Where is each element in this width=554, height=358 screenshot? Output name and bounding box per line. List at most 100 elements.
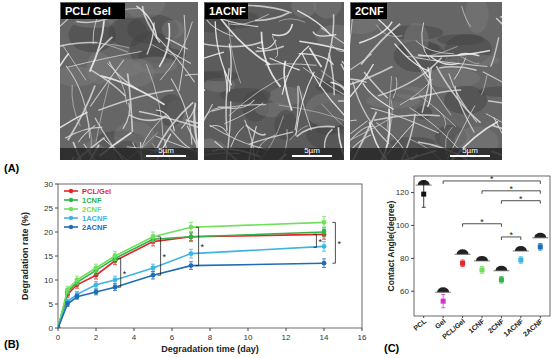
sem-fiber bbox=[204, 104, 213, 144]
data-point bbox=[65, 302, 70, 307]
droplet-surface bbox=[435, 292, 451, 293]
sem-fiber bbox=[387, 76, 392, 131]
sem-fiber bbox=[416, 58, 488, 67]
significance-star: * bbox=[509, 184, 513, 194]
sem-fiber bbox=[272, 24, 292, 35]
sem-fiber bbox=[500, 17, 502, 35]
error-bar-cap bbox=[422, 180, 426, 181]
sem-fiber bbox=[492, 125, 502, 138]
sem-fiber bbox=[246, 125, 266, 135]
legend-marker bbox=[69, 207, 73, 211]
data-point bbox=[75, 278, 80, 283]
sem-fiber bbox=[136, 6, 157, 39]
sem-fiber bbox=[215, 21, 231, 85]
error-bar-cap bbox=[189, 241, 193, 242]
x-tick-label: 10 bbox=[244, 333, 253, 342]
bracket-line bbox=[158, 237, 161, 275]
error-bar-cap bbox=[189, 232, 193, 233]
sem-fiber bbox=[255, 12, 289, 20]
sem-info-bar bbox=[204, 148, 344, 160]
x-tick bbox=[482, 316, 483, 318]
sem-fiber bbox=[212, 105, 266, 111]
error-bar-cap bbox=[75, 288, 79, 289]
data-point bbox=[151, 234, 156, 239]
data-point bbox=[151, 273, 156, 278]
sem-fiber bbox=[486, 114, 502, 139]
error-bar-cap bbox=[519, 263, 523, 264]
error-bar-cap bbox=[113, 251, 117, 252]
error-bar bbox=[94, 267, 98, 275]
error-bar-cap bbox=[322, 251, 326, 252]
sem-shade bbox=[291, 2, 316, 18]
error-bar-cap bbox=[189, 249, 193, 250]
droplet-surface bbox=[493, 270, 509, 271]
sem-fiber bbox=[481, 75, 487, 95]
error-bar-cap bbox=[113, 262, 117, 263]
sem-fiber bbox=[350, 16, 353, 87]
error-bar-cap bbox=[538, 243, 542, 244]
sem-fiber bbox=[313, 31, 336, 36]
error-bar bbox=[113, 254, 117, 263]
significance-star: * bbox=[201, 242, 205, 252]
droplet-surface bbox=[474, 260, 490, 261]
plot-frame bbox=[58, 184, 362, 328]
error-bar-cap bbox=[189, 269, 193, 270]
sem-fiber bbox=[321, 28, 344, 58]
sem-fiber bbox=[332, 45, 344, 52]
error-bar-cap bbox=[499, 276, 503, 277]
legend-label: 2CNF bbox=[82, 205, 102, 214]
error-bar bbox=[322, 227, 326, 237]
error-bar bbox=[189, 233, 193, 241]
significance-bracket: * bbox=[443, 174, 540, 184]
sem-fiber bbox=[436, 66, 480, 123]
data-point bbox=[189, 234, 194, 239]
sem-fiber bbox=[416, 61, 451, 116]
scale-bar bbox=[146, 155, 186, 157]
bracket-line bbox=[118, 258, 121, 287]
x-tick bbox=[134, 328, 135, 331]
data-point bbox=[58, 326, 60, 328]
x-tick-label: 1CNF bbox=[467, 317, 486, 335]
error-bar bbox=[151, 264, 155, 272]
sem-fiber bbox=[430, 56, 459, 64]
error-bar-cap bbox=[113, 264, 117, 265]
error-bar bbox=[94, 281, 98, 288]
sem-fiber bbox=[226, 68, 229, 131]
legend-marker bbox=[69, 198, 73, 202]
error-bar-cap bbox=[322, 239, 326, 240]
data-point bbox=[113, 254, 118, 259]
sem-fiber bbox=[454, 58, 465, 80]
error-bar bbox=[322, 217, 326, 229]
sem-shade bbox=[478, 86, 502, 97]
error-bar bbox=[94, 289, 98, 295]
sem-fiber bbox=[249, 132, 294, 144]
sem-fiber bbox=[257, 40, 276, 49]
contact-angle-chart: 6080100120Contact Angle(degree)PCLGelPCL… bbox=[386, 174, 550, 340]
error-bar-cap bbox=[480, 273, 484, 274]
error-bar bbox=[189, 249, 193, 258]
bracket-line bbox=[332, 222, 335, 263]
sem-fiber bbox=[62, 45, 86, 81]
sem-shade bbox=[424, 68, 480, 88]
legend-marker bbox=[69, 216, 73, 220]
x-tick-label: 0 bbox=[56, 333, 61, 342]
sem-shade bbox=[162, 20, 184, 39]
sem-fiber bbox=[284, 61, 292, 111]
error-bar bbox=[538, 244, 542, 251]
sem-fiber bbox=[400, 79, 432, 105]
sem-label: 2CNF bbox=[355, 5, 384, 17]
error-bar-cap bbox=[538, 250, 542, 251]
x-tick-label: 14 bbox=[320, 333, 329, 342]
error-bar-cap bbox=[113, 290, 117, 291]
sem-image: 2CNF5µm bbox=[318, 0, 554, 210]
sem-fiber bbox=[483, 72, 502, 112]
error-bar bbox=[322, 259, 326, 268]
error-bar bbox=[113, 276, 117, 284]
data-point bbox=[538, 244, 543, 249]
legend-label: 2ACNF bbox=[82, 223, 107, 232]
significance-bracket: * bbox=[501, 230, 520, 240]
droplet-icon bbox=[495, 266, 507, 271]
x-axis-label: Degradation time (day) bbox=[161, 344, 259, 354]
data-point bbox=[322, 244, 327, 249]
droplet-icon bbox=[457, 249, 469, 254]
